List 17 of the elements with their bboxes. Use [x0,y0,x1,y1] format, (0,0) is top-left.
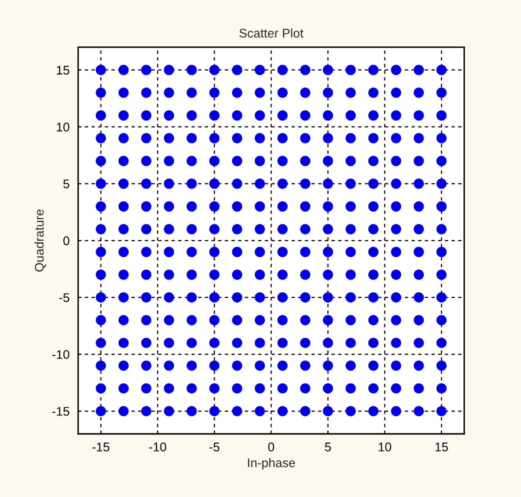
y-tick-label: -15 [52,407,70,416]
y-tick-label: 0 [63,236,70,246]
x-tick-label: -10 [149,442,166,452]
x-tick-label: 10 [378,442,392,452]
x-tick-label: 0 [268,442,274,452]
y-tick-label: 15 [56,66,70,75]
x-tick-label: -15 [92,442,110,452]
y-axis-title: Quadrature [34,209,46,272]
y-tick-label: -5 [59,293,70,302]
y-tick-label: -10 [52,350,70,359]
chart-title: Scatter Plot [239,28,304,38]
x-tick-label: 5 [324,442,331,452]
x-tick-label: -5 [209,442,220,452]
x-tick-label: 15 [436,442,448,452]
y-tick-label: 5 [63,180,70,188]
y-tick-label: 10 [56,122,70,132]
x-axis-title: In-phase [248,458,295,470]
